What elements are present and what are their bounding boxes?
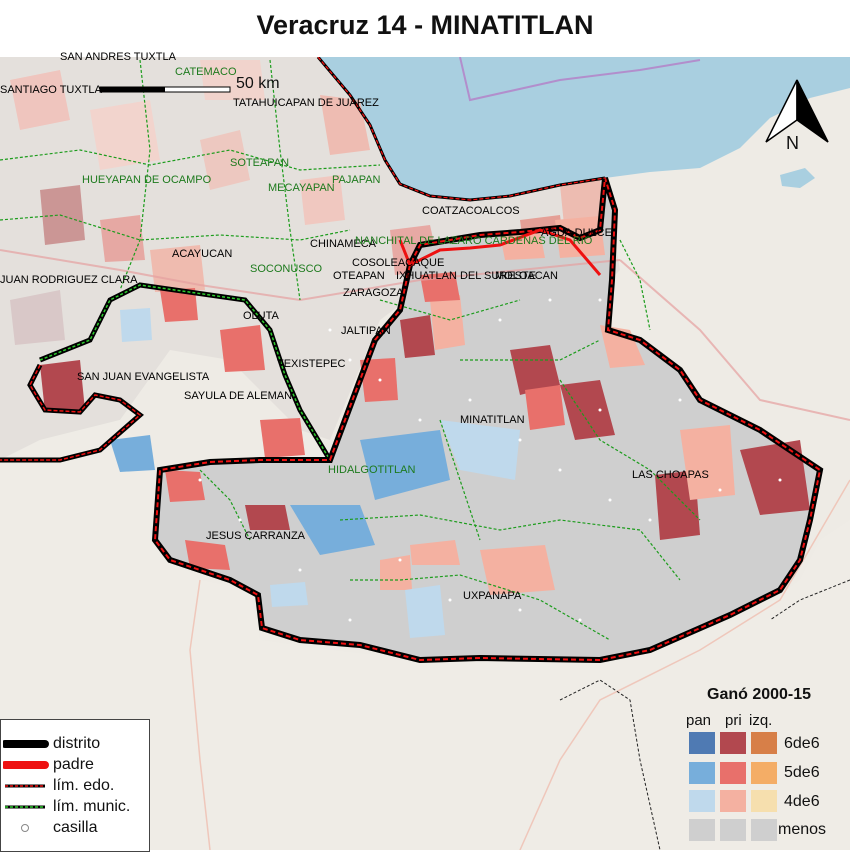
municipality-label: SANTIAGO TUXTLA (0, 84, 102, 96)
municipality-label: TATAHUICAPAN DE JUAREZ (233, 97, 379, 109)
swatch-izq-5de6 (751, 762, 777, 784)
swatch-pan-menos (689, 819, 715, 841)
swatch-pri-5de6 (720, 762, 746, 784)
municipality-label: CATEMACO (175, 66, 237, 78)
state-boundary-south (559, 679, 661, 850)
column-label-izq: izq. (749, 712, 773, 729)
winner-legend: Ganó 2000-15 pan pri izq. 6de6 5de6 4de6… (682, 682, 850, 850)
municipality-label: OTEAPAN (333, 270, 385, 282)
municipality-label: PAJAPAN (332, 174, 381, 186)
legend-item-lim-munic: lím. munic. (5, 798, 131, 815)
municipality-label: JESUS CARRANZA (206, 530, 306, 542)
north-arrow-icon (765, 79, 829, 143)
municipality-label: SOTEAPAN (230, 157, 290, 169)
legend-item-padre: padre (3, 756, 94, 773)
swatch-pri-menos (720, 819, 746, 841)
municipality-label: HUEYAPAN DE OCAMPO (82, 174, 212, 186)
municipality-label: SAYULA DE ALEMAN (184, 390, 293, 402)
municipality-label: ZARAGOZA (343, 287, 404, 299)
map-title: Veracruz 14 - MINATITLAN (256, 10, 594, 40)
row-label-6de6: 6de6 (784, 735, 820, 752)
padre-boundary-north (398, 228, 602, 276)
municipality-label: OLUTA (243, 310, 279, 322)
gulf-of-mexico-water (318, 57, 850, 200)
district-municipality-fills (40, 216, 810, 638)
maritime-boundary (459, 57, 701, 102)
municipality-label: MECAYAPAN (268, 182, 335, 194)
municipality-label: SAN JUAN EVANGELISTA (77, 371, 210, 383)
municipality-label: ACAYUCAN (172, 248, 233, 260)
legend-item-casilla: casilla (1, 818, 149, 838)
north-label: N (786, 133, 799, 153)
winner-legend-title: Ganó 2000-15 (707, 686, 812, 703)
swatch-pan-4de6 (689, 790, 715, 812)
row-label-menos: menos (778, 821, 827, 838)
lake (780, 168, 815, 188)
south-region (0, 420, 850, 850)
municipality-label: IXHUATLAN DEL SURESTE (396, 270, 536, 282)
municipality-label: JUAN RODRIGUEZ CLARA (0, 274, 138, 286)
municipality-label: MINATITLAN (460, 414, 525, 426)
legend-item-distrito: distrito (3, 735, 101, 752)
municipality-label: COATZACOALCOS (422, 205, 520, 217)
municipality-label: SOCONUSCO (250, 263, 323, 275)
municipality-label: MOLOACAN (495, 270, 558, 282)
swatch-izq-6de6 (751, 732, 777, 754)
swatch-izq-menos (751, 819, 777, 841)
municipality-label: AGUA DULCE (541, 227, 612, 239)
swatch-izq-4de6 (751, 790, 777, 812)
column-label-pan: pan (686, 712, 712, 729)
boundary-legend: distrito padre lím. edo. lím. munic. cas… (0, 719, 150, 852)
municipality-label: HIDALGOTITLAN (328, 464, 416, 476)
municipality-label: NANCHITAL DE LAZARO CARDENAS DEL RIO (355, 235, 593, 247)
municipality-label: COSOLEACAQUE (352, 257, 445, 269)
swatch-pan-6de6 (689, 732, 715, 754)
scale-label: 50 km (236, 75, 280, 92)
casilla-markers (198, 298, 782, 622)
row-label-5de6: 5de6 (784, 764, 820, 781)
swatch-pri-4de6 (720, 790, 746, 812)
legend-item-lim-edo: lím. edo. (5, 777, 115, 794)
swatch-pri-6de6 (720, 732, 746, 754)
municipality-label: TEXISTEPEC (277, 358, 346, 370)
municipality-label: LAS CHOAPAS (632, 469, 709, 481)
municipality-label: UXPANAPA (463, 590, 522, 602)
municipality-label: CHINAMECA (310, 238, 377, 250)
municipal-boundaries (0, 59, 701, 641)
swatch-pan-5de6 (689, 762, 715, 784)
municipality-label: SAN ANDRES TUXTLA (60, 51, 176, 63)
row-label-4de6: 4de6 (784, 793, 820, 810)
column-label-pri: pri (725, 712, 742, 729)
district-map[interactable] (0, 57, 850, 850)
scale-bar (99, 86, 231, 93)
municipality-label: JALTIPAN (341, 325, 391, 337)
